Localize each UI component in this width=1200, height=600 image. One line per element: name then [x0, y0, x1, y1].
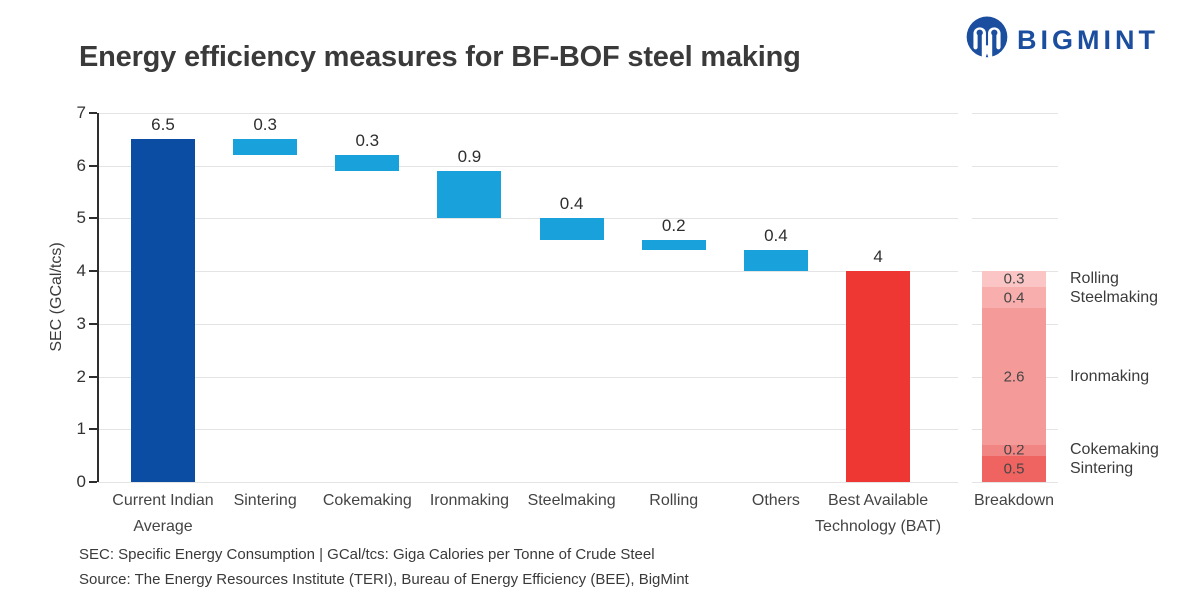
y-tick-label: 3 — [76, 313, 86, 333]
bar-sintering — [233, 139, 298, 156]
bar-value-label: 0.2 — [661, 215, 686, 235]
breakdown-segment-name: Ironmaking — [1070, 367, 1150, 385]
bar-value-label: 0.4 — [559, 194, 584, 214]
x-category-label: Ironmaking — [429, 492, 510, 509]
brand-logo: BIGMINT — [966, 16, 1159, 64]
gridline — [98, 271, 958, 273]
y-tick-label: 4 — [76, 261, 86, 281]
x-category-label: Rolling — [649, 492, 699, 509]
breakdown-segment-sintering — [982, 455, 1046, 482]
bar-value-label: 4 — [873, 247, 883, 267]
breakdown-segment-value: 2.6 — [1003, 368, 1025, 386]
gridline — [98, 113, 958, 114]
bar-ironmaking — [437, 170, 502, 219]
gridline — [98, 218, 958, 220]
footnote-definitions: SEC: Specific Energy Consumption | GCal/… — [79, 546, 655, 563]
x-category-label: Current Indian Average — [112, 492, 214, 535]
bar-best-available — [846, 271, 911, 482]
breakdown-segment-name: Cokemaking — [1070, 441, 1159, 459]
y-tick-label: 2 — [76, 366, 86, 386]
gridline — [98, 482, 958, 483]
gridline — [98, 376, 958, 378]
y-tick-mark — [89, 164, 97, 167]
bar-cokemaking — [335, 155, 400, 171]
breakdown-segment-value: 0.4 — [1003, 289, 1025, 306]
x-category-label: Steelmaking — [527, 492, 616, 509]
breakdown-segment-rolling — [982, 271, 1046, 287]
gridline-breakdown — [972, 482, 1058, 483]
bar-value-label: 0.3 — [355, 131, 380, 151]
y-tick-mark — [89, 375, 97, 378]
page-title: Energy efficiency measures for BF-BOF st… — [79, 41, 801, 73]
breakdown-segment-name: Sintering — [1070, 459, 1134, 477]
gridline — [98, 429, 958, 431]
bar-current-indian — [131, 139, 195, 482]
gridline-breakdown — [972, 218, 1058, 220]
bigmint-logo-icon — [966, 16, 1008, 64]
y-tick-mark — [89, 428, 97, 431]
y-tick-mark — [89, 481, 97, 483]
y-tick-label: 6 — [76, 155, 86, 175]
breakdown-segment-cokemaking — [982, 445, 1046, 456]
gridline-breakdown — [972, 165, 1058, 167]
breakdown-segment-steelmaking — [982, 286, 1046, 309]
y-tick-label: 0 — [76, 472, 86, 491]
y-tick-mark — [89, 217, 97, 220]
breakdown-segment-value: 0.3 — [1003, 270, 1025, 288]
x-category-label-breakdown: Breakdown — [973, 492, 1055, 509]
y-tick-label: 1 — [76, 419, 86, 439]
y-tick-label: 7 — [76, 103, 86, 122]
bar-rolling — [641, 239, 706, 251]
breakdown-segment-name: Steelmaking — [1070, 288, 1159, 306]
y-tick-mark — [89, 112, 97, 114]
gridline-breakdown — [972, 113, 1058, 114]
gridline — [98, 323, 958, 325]
footnote-source: Source: The Energy Resources Institute (… — [79, 571, 689, 588]
x-category-label: Best Available Technology (BAT) — [815, 492, 942, 535]
bar-value-label: 0.9 — [457, 146, 482, 166]
breakdown-segment-value: 0.5 — [1003, 460, 1025, 478]
y-tick-mark — [89, 270, 97, 273]
x-category-label: Cokemaking — [322, 492, 412, 509]
bar-others — [743, 250, 808, 272]
breakdown-segment-value: 0.2 — [1003, 441, 1025, 459]
breakdown-segment-ironmaking — [982, 308, 1046, 446]
bar-value-label: 6.5 — [151, 115, 175, 135]
gridline — [98, 165, 958, 167]
bar-value-label: 0.3 — [253, 115, 277, 135]
x-category-label: Others — [751, 492, 800, 509]
breakdown-segment-name: Rolling — [1070, 270, 1119, 288]
y-tick-mark — [89, 322, 97, 325]
bar-value-label: 0.4 — [764, 226, 788, 246]
x-category-label: Sintering — [233, 492, 297, 509]
y-tick-label: 5 — [76, 208, 86, 228]
brand-name: BIGMINT — [1017, 24, 1159, 55]
y-axis-line — [97, 113, 99, 482]
bar-steelmaking — [539, 218, 604, 240]
